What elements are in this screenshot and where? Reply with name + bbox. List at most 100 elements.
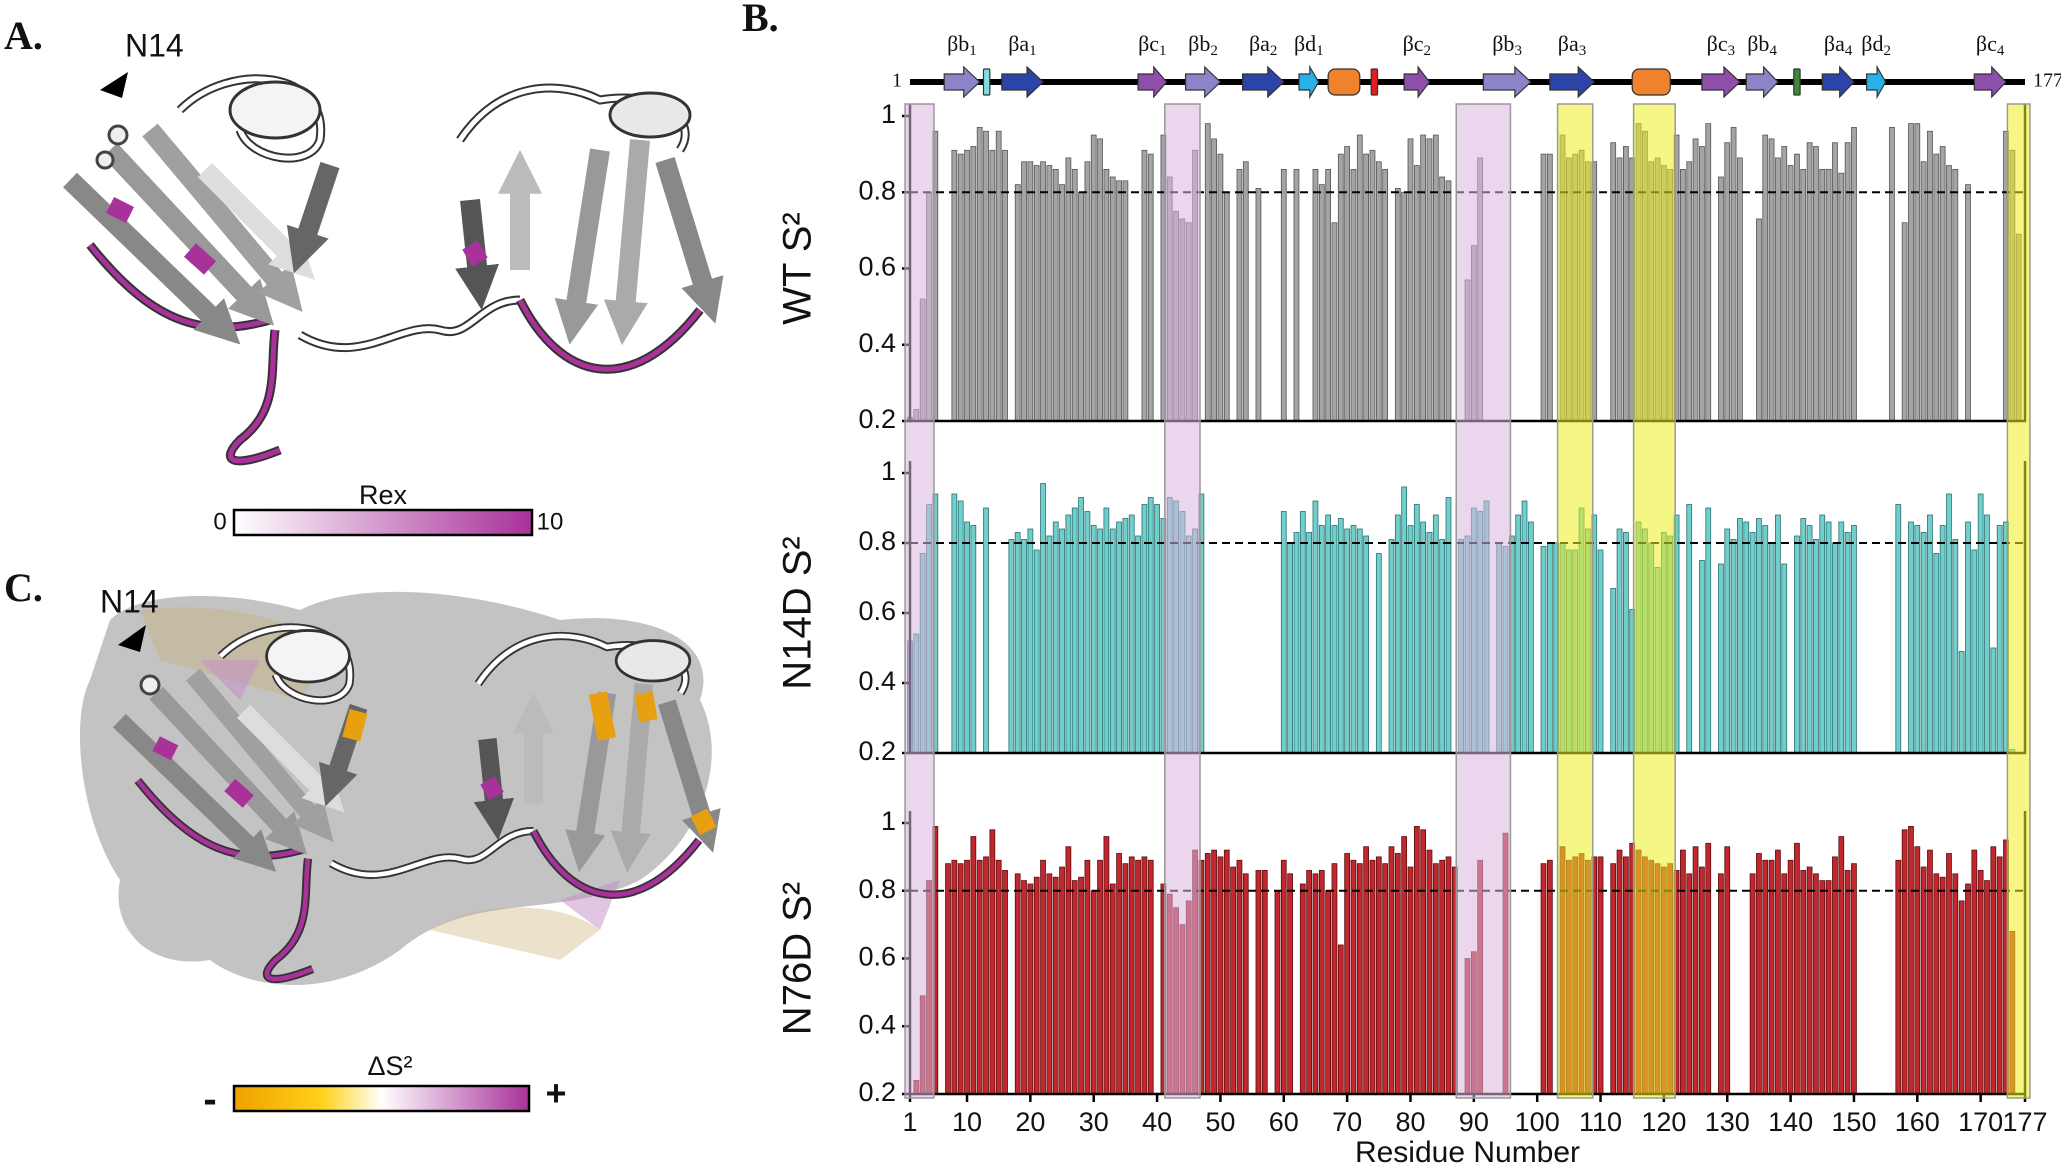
bar <box>1350 859 1357 1095</box>
structure-index: 1 <box>1159 43 1167 59</box>
bar <box>1914 525 1921 754</box>
bar <box>1135 859 1141 1095</box>
x-tick-label: 90 <box>1459 1107 1489 1137</box>
bar <box>1097 138 1103 422</box>
bar <box>970 525 977 754</box>
pointer <box>118 625 146 652</box>
bar <box>1318 525 1325 754</box>
bar <box>964 149 970 422</box>
bar <box>1312 500 1319 754</box>
bar <box>1439 859 1446 1095</box>
bar <box>1914 123 1921 422</box>
bar <box>1122 863 1129 1095</box>
bar <box>1806 525 1813 754</box>
y-tick-label: 0.6 <box>858 252 896 282</box>
bar <box>1369 859 1376 1095</box>
bar <box>1242 873 1249 1095</box>
bar <box>1946 493 1952 754</box>
bar <box>957 153 964 422</box>
y-tick-label: 0.2 <box>858 1077 896 1107</box>
bar <box>1439 539 1446 754</box>
colorbar-label: 10 <box>537 508 564 535</box>
x-tick-label: 100 <box>1515 1107 1560 1137</box>
bar <box>1933 553 1940 754</box>
x-tick-label: 10 <box>952 1107 982 1137</box>
bar <box>1090 525 1097 754</box>
bar <box>995 130 1002 422</box>
structure-index: 1 <box>1029 43 1037 59</box>
bar <box>1623 532 1629 754</box>
bar <box>1059 528 1065 754</box>
bar <box>1135 535 1141 754</box>
y-tick-label: 1 <box>881 806 896 836</box>
y-tick-label: 0.4 <box>858 666 896 696</box>
bar <box>1116 521 1122 754</box>
side-chain <box>107 124 129 146</box>
bar <box>1737 157 1743 422</box>
bar <box>1825 880 1832 1095</box>
bar <box>1432 134 1439 422</box>
bar <box>1699 560 1705 754</box>
bar <box>1141 856 1148 1095</box>
bar <box>1052 876 1059 1095</box>
bar <box>1623 856 1629 1095</box>
bar <box>1337 944 1344 1095</box>
bar <box>1337 518 1344 754</box>
y-axis-label: N14D S² <box>776 536 820 689</box>
bar <box>1204 123 1211 422</box>
x-tick-label: 130 <box>1705 1107 1750 1137</box>
bar <box>1819 880 1826 1095</box>
structure-name: βa <box>1008 31 1029 56</box>
structure-label: βb1 <box>947 31 977 59</box>
bar <box>989 829 996 1095</box>
bar <box>1616 528 1623 754</box>
bar <box>1046 535 1053 754</box>
panel-label: C. <box>4 565 43 610</box>
y-tick-label: 0.4 <box>858 328 896 358</box>
bar <box>1768 542 1775 754</box>
bar <box>1800 168 1807 422</box>
bar <box>1965 883 1971 1095</box>
bar <box>1325 168 1331 422</box>
bar <box>1021 539 1027 754</box>
bar <box>1356 134 1363 422</box>
bar <box>1122 518 1129 754</box>
bar <box>1813 539 1819 754</box>
bar <box>1794 842 1800 1095</box>
bar <box>989 149 996 422</box>
bar <box>1832 542 1838 754</box>
structure-index: 2 <box>1424 43 1432 59</box>
bar <box>1914 846 1921 1095</box>
beta-strand <box>1298 64 1320 100</box>
structure-element <box>1793 68 1801 96</box>
beta-strand <box>1745 65 1779 99</box>
structure-label: βa4 <box>1824 31 1853 59</box>
bar <box>1597 549 1604 754</box>
bar <box>945 863 951 1095</box>
bar <box>1756 218 1762 422</box>
residue-label: N14 <box>100 583 159 619</box>
bar <box>1977 493 1984 754</box>
highlight-band <box>1632 103 1676 1099</box>
bar <box>1838 172 1845 422</box>
bar <box>1236 168 1243 422</box>
bar <box>1680 849 1686 1095</box>
bar <box>1280 859 1287 1095</box>
bar <box>1014 873 1021 1095</box>
bar <box>1762 859 1769 1095</box>
bar <box>1806 142 1813 422</box>
bar <box>1996 856 2003 1095</box>
y-tick-label: 0.6 <box>858 942 896 972</box>
bar <box>1616 849 1623 1095</box>
bar <box>1141 504 1148 754</box>
bar <box>1426 849 1433 1095</box>
bar <box>1078 497 1084 754</box>
bar <box>1420 829 1427 1095</box>
bar <box>1724 528 1731 754</box>
bar <box>1825 168 1832 422</box>
bar <box>1116 180 1122 422</box>
bar <box>1280 511 1287 754</box>
bar <box>1901 222 1908 422</box>
y-tick-label: 0.2 <box>858 736 896 766</box>
bar <box>1819 514 1826 754</box>
